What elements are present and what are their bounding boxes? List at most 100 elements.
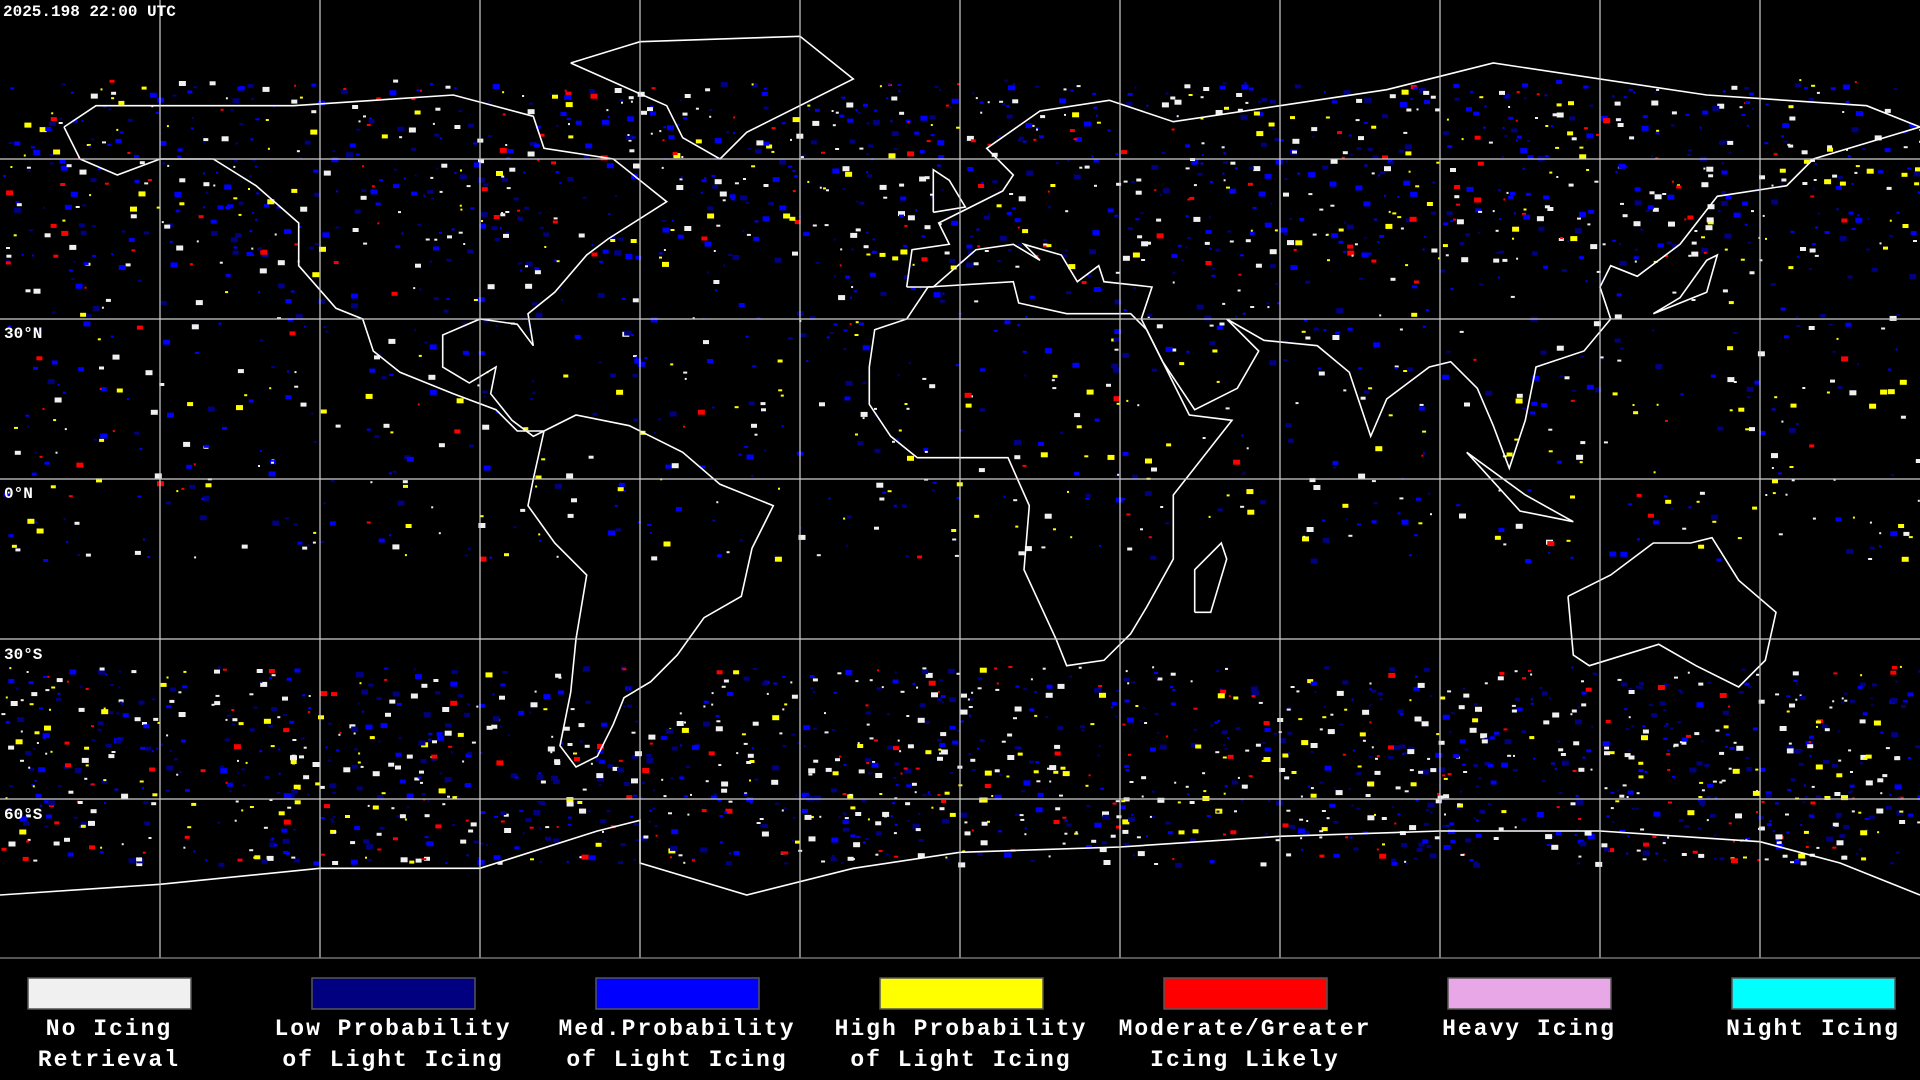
- icing-pixel: [1701, 789, 1705, 792]
- icing-pixel: [1485, 390, 1493, 396]
- icing-pixel: [438, 532, 441, 535]
- legend-label: Icing Likely: [1150, 1047, 1340, 1073]
- icing-pixel: [520, 508, 526, 512]
- legend-label: of Light Icing: [282, 1047, 503, 1073]
- icing-pixel: [1580, 355, 1585, 358]
- icing-pixel: [451, 228, 455, 231]
- icing-pixel: [583, 155, 590, 160]
- icing-pixel: [1582, 756, 1586, 759]
- icing-pixel: [876, 687, 882, 691]
- icing-pixel: [1739, 106, 1743, 109]
- icing-pixel: [1086, 274, 1089, 277]
- icing-pixel: [354, 209, 361, 214]
- icing-pixel: [1745, 101, 1751, 105]
- icing-pixel: [25, 814, 31, 818]
- icing-pixel: [1270, 202, 1273, 205]
- icing-pixel: [739, 539, 743, 542]
- icing-pixel: [907, 121, 910, 124]
- icing-pixel: [676, 123, 679, 126]
- icing-pixel: [631, 334, 634, 337]
- icing-pixel: [1402, 752, 1405, 755]
- icing-pixel: [257, 247, 263, 251]
- icing-pixel: [466, 185, 471, 188]
- icing-pixel: [1004, 852, 1012, 858]
- icing-pixel: [273, 844, 278, 847]
- icing-pixel: [892, 679, 899, 684]
- icing-pixel: [1667, 749, 1670, 752]
- icing-pixel: [1054, 751, 1061, 756]
- icing-pixel: [299, 157, 302, 160]
- icing-pixel: [998, 135, 1002, 138]
- icing-pixel: [1556, 806, 1560, 809]
- icing-pixel: [143, 801, 149, 805]
- icing-pixel: [1901, 556, 1909, 562]
- icing-pixel: [1522, 83, 1529, 88]
- icing-pixel: [633, 418, 639, 422]
- icing-pixel: [1815, 795, 1821, 799]
- icing-pixel: [964, 831, 971, 836]
- icing-pixel: [618, 759, 623, 762]
- icing-pixel: [1522, 167, 1525, 170]
- icing-pixel: [300, 206, 308, 212]
- icing-pixel: [442, 707, 450, 712]
- icing-pixel: [120, 702, 123, 705]
- icing-pixel: [234, 819, 237, 822]
- icing-pixel: [1351, 698, 1354, 701]
- icing-pixel: [1154, 189, 1157, 192]
- icing-pixel: [647, 107, 653, 112]
- icing-pixel: [1132, 474, 1139, 479]
- icing-pixel: [90, 178, 97, 183]
- icing-pixel: [470, 207, 475, 210]
- icing-pixel: [485, 672, 493, 678]
- icing-pixel: [842, 166, 850, 172]
- icing-pixel: [573, 752, 577, 755]
- icing-pixel: [1295, 240, 1303, 246]
- icing-pixel: [1913, 240, 1917, 242]
- icing-pixel: [1007, 249, 1012, 252]
- icing-pixel: [1809, 754, 1812, 757]
- icing-pixel: [429, 344, 437, 350]
- icing-pixel: [968, 753, 972, 756]
- icing-pixel: [356, 128, 361, 131]
- icing-pixel: [1319, 854, 1325, 858]
- icing-pixel: [492, 84, 500, 89]
- icing-pixel: [51, 686, 56, 689]
- icing-pixel: [606, 163, 614, 169]
- icing-pixel: [620, 843, 626, 847]
- icing-pixel: [1312, 233, 1317, 236]
- icing-pixel: [1594, 387, 1602, 393]
- icing-pixel: [646, 758, 654, 763]
- icing-pixel: [1090, 723, 1095, 726]
- icing-pixel: [703, 700, 709, 704]
- icing-pixel: [970, 235, 974, 238]
- icing-pixel: [803, 725, 811, 731]
- icing-pixel: [262, 86, 270, 92]
- icing-pixel: [333, 830, 337, 833]
- coastline: [0, 819, 1920, 896]
- icing-pixel: [1283, 359, 1288, 362]
- icing-pixel: [462, 760, 465, 763]
- icing-pixel: [1766, 793, 1773, 798]
- icing-pixel: [435, 824, 442, 829]
- icing-pixel: [369, 117, 372, 120]
- icing-pixel: [1781, 135, 1784, 138]
- icing-pixel: [1347, 327, 1353, 331]
- icing-pixel: [1505, 96, 1508, 99]
- icing-pixel: [1786, 831, 1790, 834]
- icing-pixel: [1224, 785, 1228, 788]
- icing-pixel: [1311, 127, 1318, 132]
- icing-pixel: [42, 733, 50, 739]
- icing-pixel: [1295, 402, 1299, 405]
- icing-pixel: [554, 838, 557, 841]
- icing-pixel: [527, 151, 535, 157]
- icing-pixel: [1458, 705, 1465, 710]
- icing-pixel: [1729, 746, 1735, 750]
- icing-pixel: [1673, 743, 1679, 747]
- icing-pixel: [752, 365, 757, 368]
- icing-pixel: [1728, 151, 1732, 154]
- icing-pixel: [536, 774, 544, 780]
- icing-pixel: [597, 743, 604, 749]
- icing-pixel: [728, 800, 733, 803]
- icing-pixel: [1624, 708, 1628, 711]
- legend-label: Med.Probability: [558, 1016, 795, 1042]
